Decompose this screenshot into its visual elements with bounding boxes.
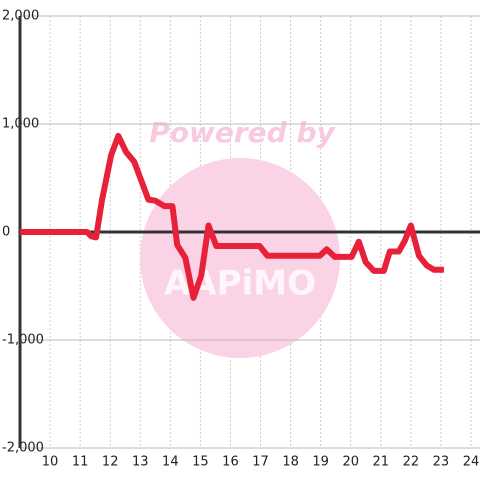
x-tick-label: 23 (433, 455, 450, 470)
x-tick-label: 11 (72, 455, 89, 470)
x-tick-label: 21 (373, 455, 390, 470)
y-tick-label: 0 (2, 225, 10, 240)
x-tick-label: 12 (102, 455, 119, 470)
x-tick-label: 24 (463, 455, 480, 470)
watermark-text: Powered by (149, 116, 336, 149)
x-tick-label: 22 (403, 455, 420, 470)
x-tick-label: 14 (162, 455, 179, 470)
x-tick-label: 15 (192, 455, 209, 470)
y-tick-label: -1,000 (2, 333, 44, 348)
x-tick-label: 20 (342, 455, 359, 470)
x-tick-label: 13 (132, 455, 149, 470)
data-line (20, 132, 444, 301)
y-tick-label: -2,000 (2, 441, 44, 456)
x-tick-label: 17 (252, 455, 269, 470)
watermark-circle (140, 158, 340, 358)
x-tick-label: 18 (282, 455, 299, 470)
x-tick-label: 16 (222, 455, 239, 470)
x-tick-label: 10 (42, 455, 59, 470)
x-tick-label: 19 (312, 455, 329, 470)
